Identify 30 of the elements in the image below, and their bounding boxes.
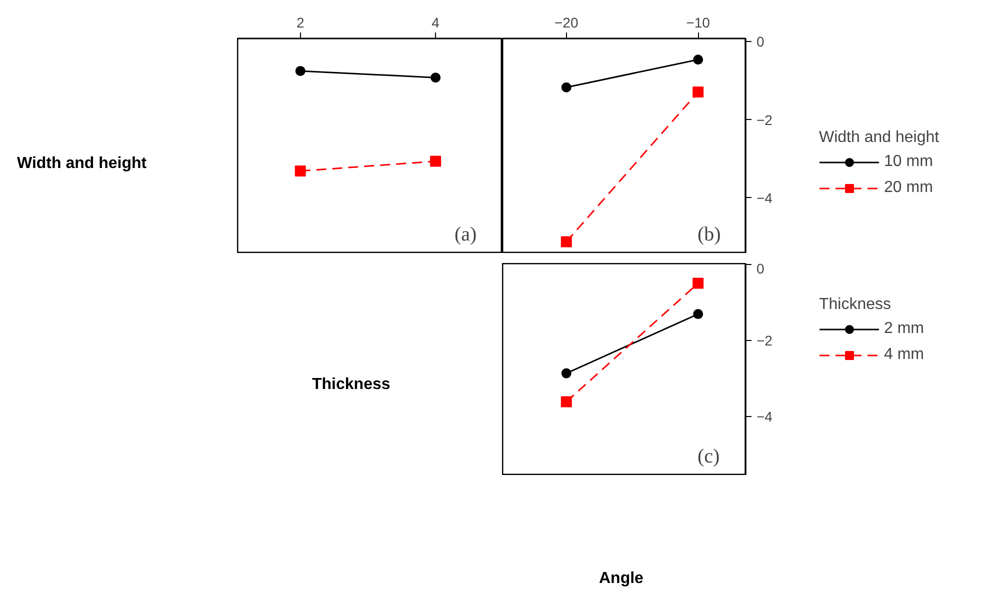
y-tick-label: −2 xyxy=(756,332,773,349)
y-tick-label: −2 xyxy=(756,112,773,128)
x-axis-title: Thickness xyxy=(312,375,390,395)
legend-label: 10 mm xyxy=(884,153,933,171)
annotation: (a) xyxy=(454,224,477,246)
x-tick-label: 4 xyxy=(432,14,440,30)
point xyxy=(693,54,704,65)
point xyxy=(692,86,704,98)
legend-label: 20 mm xyxy=(884,179,933,197)
y-tick-label: −4 xyxy=(756,190,773,206)
x-tick-label: 2 xyxy=(296,14,304,30)
annotation: (c) xyxy=(698,446,720,468)
y-axis-title: Width and height xyxy=(17,154,147,174)
legend-title: Thickness xyxy=(819,296,892,314)
legend-label: 2 mm xyxy=(884,320,924,338)
point xyxy=(560,236,572,248)
point xyxy=(561,82,572,92)
legend-label: 4 mm xyxy=(884,346,924,364)
y-tick-label: 0 xyxy=(756,260,764,276)
x-axis-title: Angle xyxy=(599,569,644,589)
x-tick-label: −10 xyxy=(686,14,710,30)
point xyxy=(430,156,442,167)
y-tick-label: −4 xyxy=(756,408,773,425)
y-tick-label: 0 xyxy=(756,34,764,50)
point xyxy=(294,166,306,177)
legend-title: Width and height xyxy=(819,129,940,147)
x-tick-label: −20 xyxy=(554,14,578,30)
point xyxy=(430,72,441,83)
point xyxy=(295,66,306,76)
annotation: (b) xyxy=(698,224,721,246)
